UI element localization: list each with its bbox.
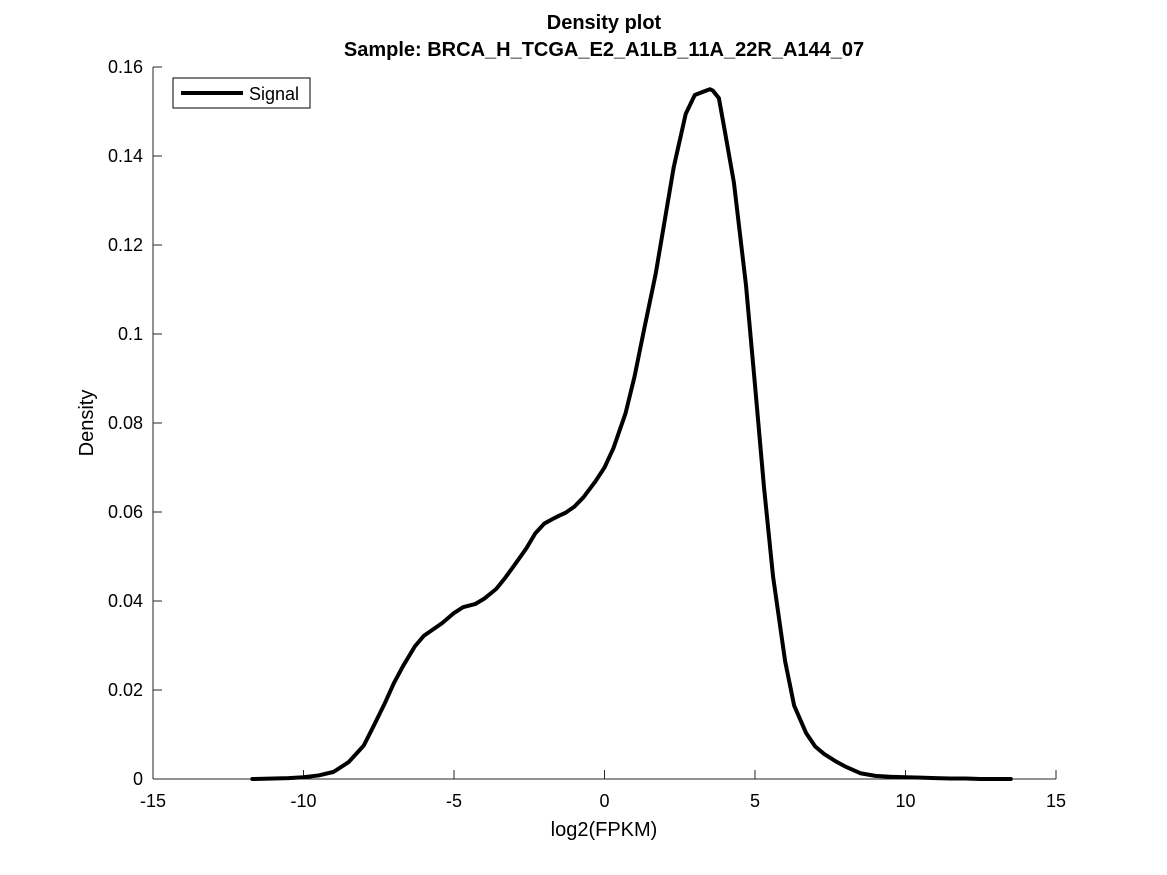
y-tick-label: 0 — [133, 769, 143, 789]
y-tick-label: 0.06 — [108, 502, 143, 522]
x-axis-label: log2(FPKM) — [551, 819, 658, 841]
x-tick-label: 10 — [895, 791, 915, 811]
x-tick-label: 0 — [599, 791, 609, 811]
series-line-signal — [250, 87, 1013, 781]
chart-title: Density plot — [547, 12, 662, 34]
x-tick-label: 5 — [750, 791, 760, 811]
y-tick-label: 0.16 — [108, 57, 143, 77]
y-tick-label: 0.04 — [108, 591, 143, 611]
y-tick-label: 0.1 — [118, 324, 143, 344]
y-axis-label: Density — [76, 390, 98, 457]
series-layer — [250, 87, 1013, 781]
y-tick-label: 0.02 — [108, 680, 143, 700]
y-tick-label: 0.14 — [108, 146, 143, 166]
x-tick-label: -15 — [140, 791, 166, 811]
legend-label-signal: Signal — [249, 84, 299, 104]
y-tick-label: 0.12 — [108, 235, 143, 255]
x-tick-label: -5 — [446, 791, 462, 811]
x-ticks: -15 -10 -5 0 5 10 15 — [140, 770, 1066, 811]
x-tick-label: -10 — [290, 791, 316, 811]
x-tick-label: 15 — [1046, 791, 1066, 811]
legend: Signal — [172, 77, 311, 109]
y-ticks: 0 0.02 0.04 0.06 0.08 0.1 0.12 0.14 0.16 — [108, 57, 162, 789]
plot-area: -15 -10 -5 0 5 10 15 00.020.040.060.080.10.120… — [108, 57, 1066, 811]
chart-subtitle: Sample: BRCA_H_TCGA_E2_A1LB_11A_22R_A144… — [344, 39, 864, 61]
y-tick-label: 0.08 — [108, 413, 143, 433]
